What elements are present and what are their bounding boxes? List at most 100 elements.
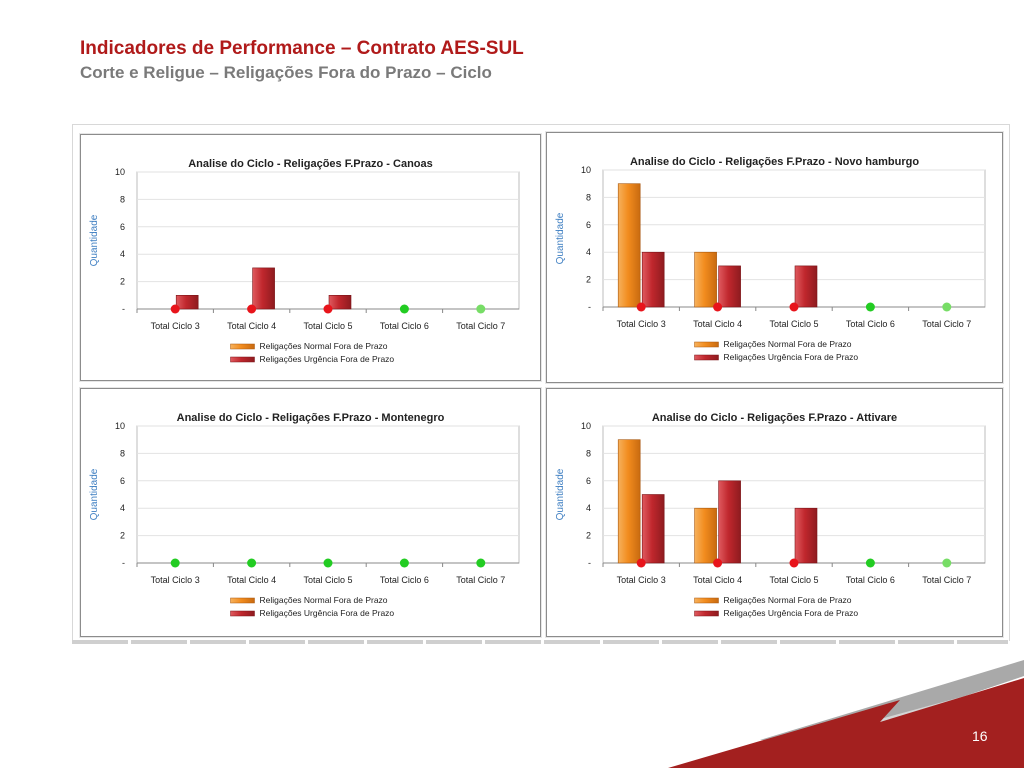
x-tick-label: Total Ciclo 3 bbox=[617, 575, 666, 585]
x-tick-label: Total Ciclo 3 bbox=[151, 575, 200, 585]
chart-panel-novo-hamburgo[interactable]: Analise do Ciclo - Religações F.Prazo - … bbox=[546, 132, 1003, 383]
status-dot bbox=[636, 558, 646, 568]
y-tick-label: 8 bbox=[586, 192, 591, 202]
y-tick-label: 10 bbox=[581, 165, 591, 175]
bar-normal bbox=[617, 183, 641, 308]
status-dot bbox=[713, 302, 723, 312]
plot-area bbox=[136, 171, 520, 310]
x-tick-label: Total Ciclo 5 bbox=[769, 575, 818, 585]
chart-svg: Analise do Ciclo - Religações F.Prazo - … bbox=[555, 412, 986, 618]
legend-label: Religações Urgência Fora de Prazo bbox=[724, 352, 859, 362]
chart-title: Analise do Ciclo - Religações F.Prazo - … bbox=[177, 412, 445, 424]
y-tick-label: 8 bbox=[586, 448, 591, 458]
y-tick-label: - bbox=[588, 302, 591, 312]
legend-label: Religações Normal Fora de Prazo bbox=[260, 595, 388, 605]
x-tick-label: Total Ciclo 6 bbox=[380, 575, 429, 585]
status-dot bbox=[636, 302, 646, 312]
chart-panel-attivare[interactable]: Analise do Ciclo - Religações F.Prazo - … bbox=[546, 388, 1003, 637]
chart-title: Analise do Ciclo - Religações F.Prazo - … bbox=[188, 158, 433, 170]
y-tick-label: 10 bbox=[581, 421, 591, 431]
x-tick-label: Total Ciclo 5 bbox=[303, 321, 352, 331]
chart-panel-montenegro[interactable]: Analise do Ciclo - Religações F.Prazo - … bbox=[80, 388, 541, 637]
chart-svg: Analise do Ciclo - Religações F.Prazo - … bbox=[89, 412, 520, 618]
y-axis-label: Quantidade bbox=[89, 214, 100, 266]
bar-urgencia bbox=[328, 295, 352, 310]
x-tick-label: Total Ciclo 3 bbox=[151, 321, 200, 331]
bar-urgencia bbox=[718, 265, 741, 308]
x-tick-label: Total Ciclo 7 bbox=[922, 319, 971, 329]
y-tick-label: 4 bbox=[586, 503, 591, 513]
footer-gray-swoosh bbox=[760, 660, 1024, 742]
status-dot bbox=[942, 302, 952, 312]
bar-urgencia bbox=[794, 265, 818, 308]
y-tick-label: - bbox=[122, 558, 125, 568]
status-dot bbox=[865, 302, 875, 312]
bar-normal bbox=[617, 439, 641, 564]
x-tick-label: Total Ciclo 5 bbox=[769, 319, 818, 329]
bar-normal bbox=[694, 251, 717, 308]
status-dot bbox=[323, 304, 333, 314]
bar-urgencia bbox=[794, 507, 818, 564]
x-tick-label: Total Ciclo 7 bbox=[456, 321, 505, 331]
x-tick-label: Total Ciclo 4 bbox=[693, 575, 742, 585]
plot-area bbox=[136, 425, 520, 564]
status-dot bbox=[170, 304, 180, 314]
y-tick-label: 4 bbox=[120, 503, 125, 513]
bar-urgencia bbox=[718, 480, 741, 564]
y-tick-label: - bbox=[588, 558, 591, 568]
y-axis-label: Quantidade bbox=[555, 212, 566, 264]
y-tick-label: 2 bbox=[120, 277, 125, 287]
bar-urgencia bbox=[641, 251, 665, 308]
y-axis-label: Quantidade bbox=[89, 468, 100, 520]
bar-normal bbox=[694, 507, 717, 564]
x-tick-label: Total Ciclo 4 bbox=[693, 319, 742, 329]
plot-area bbox=[602, 425, 986, 564]
status-dot bbox=[399, 558, 409, 568]
y-tick-label: 2 bbox=[120, 531, 125, 541]
y-tick-label: 6 bbox=[586, 220, 591, 230]
legend-swatch-urgencia bbox=[694, 354, 719, 361]
x-tick-label: Total Ciclo 6 bbox=[846, 575, 895, 585]
legend-swatch-normal bbox=[694, 597, 719, 604]
chart-svg: Analise do Ciclo - Religações F.Prazo - … bbox=[89, 158, 520, 364]
page-number: 16 bbox=[972, 728, 988, 744]
x-tick-label: Total Ciclo 4 bbox=[227, 575, 276, 585]
status-dot bbox=[170, 558, 180, 568]
status-dot bbox=[323, 558, 333, 568]
chart-title: Analise do Ciclo - Religações F.Prazo - … bbox=[630, 156, 919, 168]
y-tick-label: 2 bbox=[586, 531, 591, 541]
y-tick-label: 8 bbox=[120, 448, 125, 458]
x-tick-label: Total Ciclo 4 bbox=[227, 321, 276, 331]
status-dot bbox=[247, 304, 257, 314]
slide-subtitle: Corte e Religue – Religações Fora do Pra… bbox=[80, 63, 492, 82]
chart-svg: Analise do Ciclo - Religações F.Prazo - … bbox=[555, 156, 986, 362]
legend-swatch-urgencia bbox=[230, 356, 255, 363]
y-tick-label: 2 bbox=[586, 275, 591, 285]
chart-grid-frame bbox=[72, 124, 1010, 641]
x-tick-label: Total Ciclo 6 bbox=[846, 319, 895, 329]
chart-panel-canoas[interactable]: Analise do Ciclo - Religações F.Prazo - … bbox=[80, 134, 541, 381]
legend-swatch-normal bbox=[694, 341, 719, 348]
slide-title: Indicadores de Performance – Contrato AE… bbox=[80, 38, 524, 59]
x-tick-label: Total Ciclo 6 bbox=[380, 321, 429, 331]
status-dot bbox=[865, 558, 875, 568]
bar-urgencia bbox=[175, 295, 199, 310]
y-tick-label: 6 bbox=[120, 476, 125, 486]
y-tick-label: 10 bbox=[115, 167, 125, 177]
status-dot bbox=[247, 558, 257, 568]
plot-area bbox=[602, 169, 986, 308]
y-tick-label: - bbox=[122, 304, 125, 314]
x-tick-label: Total Ciclo 7 bbox=[456, 575, 505, 585]
y-tick-label: 8 bbox=[120, 194, 125, 204]
status-dot bbox=[789, 302, 799, 312]
status-dot bbox=[399, 304, 409, 314]
legend-label: Religações Urgência Fora de Prazo bbox=[260, 354, 395, 364]
y-tick-label: 4 bbox=[120, 249, 125, 259]
status-dot bbox=[789, 558, 799, 568]
x-tick-label: Total Ciclo 7 bbox=[922, 575, 971, 585]
sheet-row-decoration bbox=[72, 640, 1008, 644]
status-dot bbox=[942, 558, 952, 568]
status-dot bbox=[476, 304, 486, 314]
legend-label: Religações Normal Fora de Prazo bbox=[724, 339, 852, 349]
